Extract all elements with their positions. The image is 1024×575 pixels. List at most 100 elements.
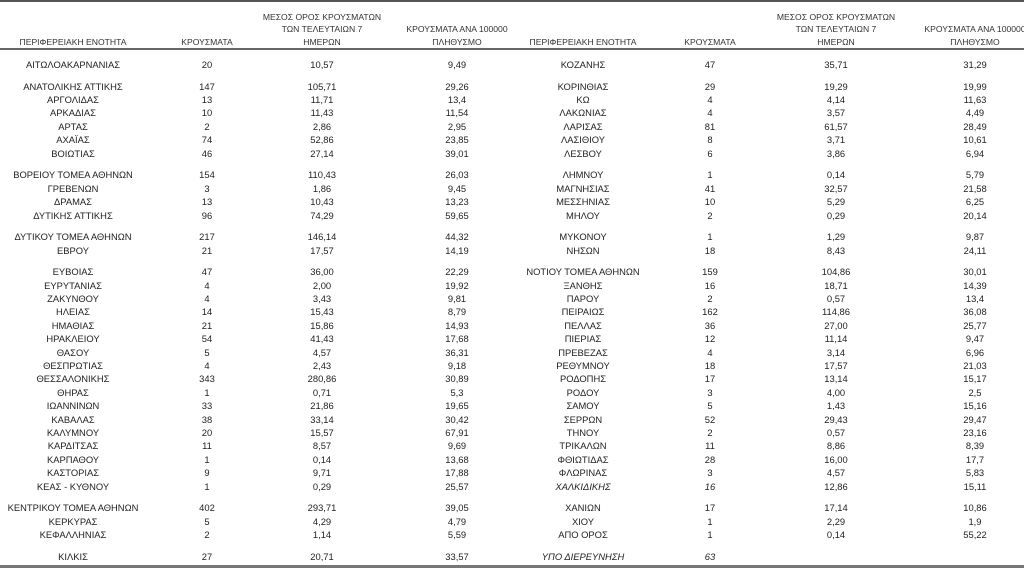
left-region-cell: ΒΟΡΕΙΟΥ ΤΟΜΕΑ ΑΘΗΝΩΝ [13,169,133,181]
right-per100k-cell: 55,22 [963,528,987,540]
right-per100k-cell: 24,11 [963,244,987,256]
row-group: ΕΥΒΟΙΑΣ 47 36,00 22,29 ΝΟΤΙΟΥ ΤΟΜΕΑ ΑΘΗΝΩΝ 15… [0,265,1024,493]
left-region-cell: ΘΑΣΟΥ [56,346,90,358]
right-cases-cell: 11 [705,440,715,452]
right-per100k-cell: 13,4 [965,293,985,305]
right-cases-cell: 81 [704,120,716,132]
table-row: ΑΙΤΩΛΟΑΚΑΡΝΑΝΙΑΣ 20 10,57 9,49 ΚΟΖΑΝΗΣ 47 35,7… [0,58,1024,71]
right-region-cell: ΣΕΡΡΩΝ [563,413,603,425]
left-cases-cell: 14 [201,306,213,318]
table-row: ΘΕΣΣΑΛΟΝΙΚΗΣ 343 280,86 30,89 ΡΟΔΟΠΗΣ 17 13,14… [0,372,1024,385]
left-avg7-cell: 27,14 [310,147,334,159]
right-cases-cell: 2 [707,293,713,305]
header-cases-right: ΚΡΟΥΣΜΑΤΑ [684,36,736,47]
left-region-cell: ΚΙΛΚΙΣ [58,550,88,562]
right-cases-cell: 17 [704,502,716,514]
right-avg7-cell: 4,00 [826,386,846,398]
left-cases-cell: 4 [204,293,210,305]
left-per100k-cell: 17,68 [445,333,469,345]
left-cases-cell: 38 [201,413,213,425]
table-row: ΚΕΝΤΡΙΚΟΥ ΤΟΜΕΑ ΑΘΗΝΩΝ 402 293,71 39,05 ΧΑΝΙ… [0,501,1024,514]
left-per100k-cell: 11,54 [445,107,469,119]
left-per100k-cell: 33,57 [445,550,469,562]
left-avg7-cell: 280,86 [307,373,337,385]
table-row: ΑΧΑΪΑΣ 74 52,86 23,85 ΛΑΣΙΘΙΟΥ 8 3,71 10,61 [0,133,1024,146]
table-row: ΚΕΡΚΥΡΑΣ 5 4,29 4,79 ΧΙΟΥ 1 2,29 1,9 [0,515,1024,528]
right-per100k-cell: 14,39 [963,279,987,291]
left-region-cell: ΚΑΒΑΛΑΣ [51,413,95,425]
left-cases-cell: 21 [201,319,213,331]
right-per100k-cell: 23,16 [963,426,987,438]
right-avg7-cell: 19,29 [824,80,848,92]
right-per100k-cell: 30,01 [963,266,987,278]
left-per100k-cell: 14,19 [445,244,469,256]
right-region-cell: ΤΗΝΟΥ [566,426,600,438]
table-body: ΑΙΤΩΛΟΑΚΑΡΝΑΝΙΑΣ 20 10,57 9,49 ΚΟΖΑΝΗΣ 47 35,7… [0,58,1024,571]
right-per100k-cell: 10,61 [963,134,987,146]
right-avg7-cell: 3,86 [826,147,846,159]
right-cases-cell: 2 [707,209,713,221]
left-avg7-cell: 0,71 [312,386,332,398]
right-region-cell: ΜΥΚΟΝΟΥ [559,231,607,243]
right-region-cell: ΧΙΟΥ [571,515,595,527]
table-row: ΑΡΚΑΔΙΑΣ 10 11,43 11,54 ΛΑΚΩΝΙΑΣ 4 3,57 4,49 [0,106,1024,119]
left-avg7-cell: 15,86 [310,319,334,331]
right-region-cell: ΡΟΔΟΠΗΣ [559,373,607,385]
table-bottom-border [0,565,1024,568]
left-cases-cell: 343 [199,373,215,385]
right-region-cell: ΝΗΣΩΝ [566,244,600,256]
right-region-cell: ΛΑΚΩΝΙΑΣ [559,107,607,119]
header-per100k-left: ΚΡΟΥΣΜΑΤΑ ΑΝΑ 100000 ΠΛΗΘΥΣΜΟ [406,24,508,47]
left-avg7-cell: 4,29 [312,515,332,527]
left-region-cell: ΕΥΡΥΤΑΝΙΑΣ [44,279,102,291]
left-avg7-cell: 15,43 [310,306,334,318]
row-group: ΑΝΑΤΟΛΙΚΗΣ ΑΤΤΙΚΗΣ 147 105,71 29,26 ΚΟΡΙΝΘΙΑ… [0,80,1024,160]
right-cases-cell: 29 [704,80,716,92]
right-avg7-cell: 11,14 [824,333,848,345]
left-cases-cell: 47 [201,266,213,278]
left-region-cell: ΗΜΑΘΙΑΣ [51,319,95,331]
right-per100k-cell: 2,5 [968,386,982,398]
right-avg7-cell: 61,57 [824,120,848,132]
left-cases-cell: 5 [204,346,210,358]
left-region-cell: ΚΑΣΤΟΡΙΑΣ [46,467,100,479]
right-region-cell: ΧΑΛΚΙΔΙΚΗΣ [555,480,611,492]
right-per100k-cell: 15,16 [963,400,987,412]
right-region-cell: ΑΠΟ ΟΡΟΣ [558,528,608,540]
right-per100k-cell: 15,17 [963,373,987,385]
left-avg7-cell: 0,14 [312,453,332,465]
right-region-cell: ΦΛΩΡΙΝΑΣ [558,467,608,479]
right-avg7-cell: 0,14 [826,169,846,181]
left-avg7-cell: 3,43 [312,293,332,305]
left-cases-cell: 2 [204,120,210,132]
left-per100k-cell: 9,45 [447,182,467,194]
right-per100k-cell: 19,99 [963,80,987,92]
left-cases-cell: 13 [201,94,213,106]
left-per100k-cell: 26,03 [445,169,469,181]
right-avg7-cell: 2,29 [826,515,846,527]
left-per100k-cell: 30,42 [445,413,469,425]
right-per100k-cell: 31,29 [963,59,987,70]
left-avg7-cell: 15,57 [310,426,334,438]
left-per100k-cell: 22,29 [445,266,469,278]
right-cases-cell: 1 [707,231,713,243]
left-region-cell: ΑΡΤΑΣ [58,120,88,132]
right-per100k-cell: 4,49 [965,107,985,119]
right-avg7-cell: 18,71 [824,279,848,291]
left-cases-cell: 96 [201,209,213,221]
right-cases-cell: 4 [707,107,713,119]
left-region-cell: ΑΙΤΩΛΟΑΚΑΡΝΑΝΙΑΣ [25,59,121,70]
left-region-cell: ΗΡΑΚΛΕΙΟΥ [46,333,100,345]
right-region-cell: ΜΑΓΝΗΣΙΑΣ [556,182,610,194]
left-cases-cell: 9 [204,467,210,479]
right-per100k-cell: 29,47 [963,413,987,425]
left-per100k-cell: 25,57 [445,480,469,492]
left-avg7-cell: 1,14 [312,528,332,540]
right-region-cell: ΜΕΣΣΗΝΙΑΣ [556,196,610,208]
right-region-cell: ΧΑΝΙΩΝ [565,502,601,514]
left-region-cell: ΑΡΓΟΛΙΔΑΣ [47,94,99,106]
left-region-cell: ΖΑΚΥΝΘΟΥ [47,293,99,305]
left-avg7-cell: 8,57 [312,440,332,452]
right-cases-cell: 1 [707,528,713,540]
left-cases-cell: 10 [201,107,213,119]
